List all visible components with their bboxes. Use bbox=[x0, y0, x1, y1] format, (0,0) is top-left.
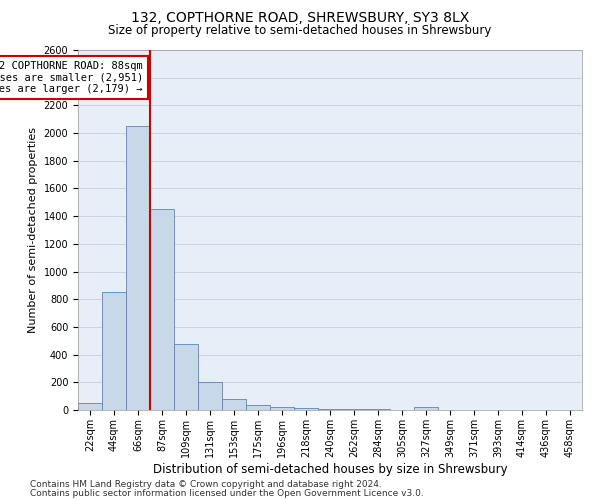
Bar bbox=[102, 292, 126, 410]
Text: 132, COPTHORNE ROAD, SHREWSBURY, SY3 8LX: 132, COPTHORNE ROAD, SHREWSBURY, SY3 8LX bbox=[131, 11, 469, 25]
Bar bbox=[150, 209, 174, 410]
Bar bbox=[414, 407, 438, 410]
Text: Contains public sector information licensed under the Open Government Licence v3: Contains public sector information licen… bbox=[30, 488, 424, 498]
Bar bbox=[366, 408, 390, 410]
Bar bbox=[270, 407, 294, 410]
X-axis label: Distribution of semi-detached houses by size in Shrewsbury: Distribution of semi-detached houses by … bbox=[152, 462, 508, 475]
Text: Contains HM Land Registry data © Crown copyright and database right 2024.: Contains HM Land Registry data © Crown c… bbox=[30, 480, 382, 489]
Bar bbox=[222, 399, 246, 410]
Bar bbox=[78, 403, 102, 410]
Text: Size of property relative to semi-detached houses in Shrewsbury: Size of property relative to semi-detach… bbox=[109, 24, 491, 37]
Bar bbox=[294, 408, 318, 410]
Bar bbox=[198, 382, 222, 410]
Bar bbox=[126, 126, 150, 410]
Bar bbox=[318, 408, 342, 410]
Bar bbox=[246, 405, 270, 410]
Y-axis label: Number of semi-detached properties: Number of semi-detached properties bbox=[28, 127, 38, 333]
Bar bbox=[174, 344, 198, 410]
Text: 132 COPTHORNE ROAD: 88sqm
← 57% of semi-detached houses are smaller (2,951)
  42: 132 COPTHORNE ROAD: 88sqm ← 57% of semi-… bbox=[0, 61, 143, 94]
